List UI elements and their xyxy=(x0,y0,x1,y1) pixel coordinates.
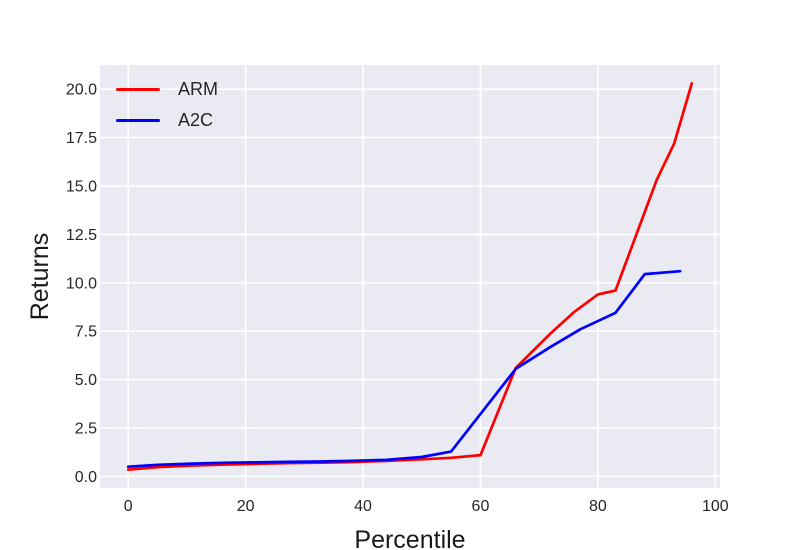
x-tick-label: 60 xyxy=(472,498,490,515)
x-tick-label: 0 xyxy=(124,498,133,515)
x-tick-label: 40 xyxy=(354,498,372,515)
legend-item-a2c: A2C xyxy=(116,109,218,131)
y-tick-label: 7.5 xyxy=(75,324,97,341)
series-line-arm xyxy=(126,82,694,471)
y-tick-label: 0.0 xyxy=(75,469,97,486)
arm-line-swatch xyxy=(116,87,160,91)
y-tick-label: 15.0 xyxy=(66,178,97,195)
plot-area xyxy=(100,65,720,488)
legend-label-arm: ARM xyxy=(178,79,218,99)
x-tick-label: 80 xyxy=(589,498,607,515)
chart-legend: ARM A2C xyxy=(116,78,218,131)
y-tick-label: 5.0 xyxy=(75,372,97,389)
x-axis-label: Percentile xyxy=(354,526,465,550)
y-tick-label: 10.0 xyxy=(66,275,97,292)
y-tick-label: 2.5 xyxy=(75,420,97,437)
legend-label-a2c: A2C xyxy=(178,110,214,130)
x-tick-label: 20 xyxy=(237,498,255,515)
x-tick-label: 100 xyxy=(702,498,729,515)
series-line-a2c xyxy=(126,269,682,469)
y-tick-label: 12.5 xyxy=(66,227,97,244)
y-axis-label: Returns xyxy=(26,233,54,321)
legend-item-arm: ARM xyxy=(116,78,218,100)
y-tick-label: 17.5 xyxy=(66,130,97,147)
y-tick-label: 20.0 xyxy=(66,82,97,99)
a2c-line-swatch xyxy=(116,118,160,122)
